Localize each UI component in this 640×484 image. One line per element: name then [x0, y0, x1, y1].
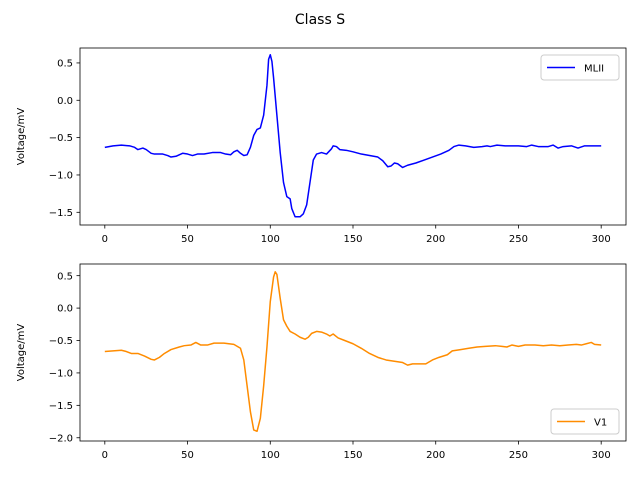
subplot-1-x-tick-label: 150: [343, 450, 362, 461]
subplot-0-x-tick-label: 50: [181, 234, 194, 245]
subplot-0-y-axis-label: Voltage/mV: [16, 108, 27, 166]
subplot-0-x-tick-label: 100: [261, 234, 280, 245]
subplot-1-x-tick-label: 100: [261, 450, 280, 461]
subplot-0-x-tick-label: 150: [343, 234, 362, 245]
subplot-1-legend: V1: [550, 408, 620, 435]
subplot-0-x-tick-label: 300: [592, 234, 611, 245]
subplot-1-y-tick-label: −0.5: [49, 336, 73, 347]
subplot-0-x-tick-label: 200: [426, 234, 445, 245]
subplot-0-y-tick-label: −0.5: [49, 133, 73, 144]
subplot-1-x-tick-label: 50: [181, 450, 194, 461]
subplot-0-x-tick-label: 250: [509, 234, 528, 245]
subplot-0-y-tick-label: 0.0: [57, 96, 73, 107]
subplot-1-y-tick-label: −1.0: [49, 369, 73, 380]
subplot-1-y-tick-label: −2.0: [49, 433, 73, 444]
subplot-1-x-tick-label: 200: [426, 450, 445, 461]
subplot-0-y-tick-label: −1.5: [49, 208, 73, 219]
subplot-mlii: 0 50 100 150 200 250 300 0.5 0.0 −0.5 −1.0 −1.5 Volt…: [16, 47, 627, 245]
subplot-1-x-tick-label: 300: [592, 450, 611, 461]
subplot-0-y-tick-label: 0.5: [57, 59, 73, 70]
subplot-0-y-tick-label: −1.0: [49, 171, 73, 182]
subplot-0-legend: MLII: [540, 54, 620, 81]
subplot-1-x-tick-label: 250: [509, 450, 528, 461]
subplot-1-y-tick-label: 0.5: [57, 271, 73, 282]
subplot-1-y-tick-label: 0.0: [57, 304, 73, 315]
subplot-0-legend-box: [540, 54, 620, 81]
subplot-0-x-tick-label: 0: [102, 234, 108, 245]
subplot-1-legend-label: V1: [594, 418, 607, 429]
subplot-1-series-v1-line: [104, 271, 602, 433]
subplot-1-x-tick-label: 0: [102, 450, 108, 461]
subplot-0-legend-label: MLII: [584, 64, 604, 75]
subplot-1-y-axis-label: Voltage/mV: [16, 324, 27, 382]
figure-suptitle: Class S: [295, 12, 345, 28]
subplot-1-y-tick-label: −1.5: [49, 401, 73, 412]
subplot-1-axes-frame: [79, 263, 627, 442]
subplot-v1: 0 50 100 150 200 250 300 0.5 0.0 −0.5 −1.0 −1.5 −2.0…: [16, 263, 627, 461]
subplot-0-series-mlii-line: [104, 53, 602, 218]
